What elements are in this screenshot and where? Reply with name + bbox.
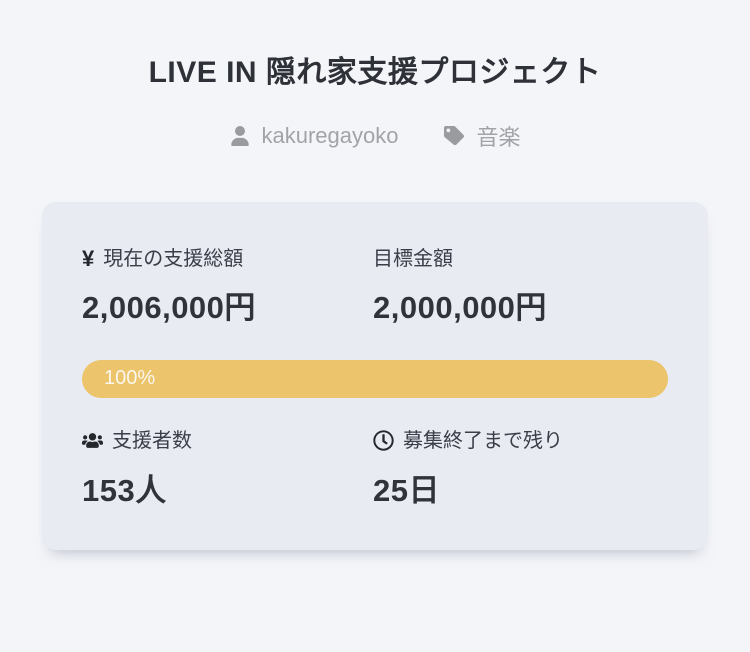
goal-amount-label-row: 目標金額 (373, 246, 668, 272)
supporters-stat: 支援者数 153人 (82, 428, 373, 512)
progress-percent-label: 100% (104, 367, 156, 389)
project-meta-row: kakuregayoko 音楽 (0, 120, 750, 152)
counts-row: 支援者数 153人 募集終了まで残り 25日 (82, 428, 668, 512)
users-icon (82, 433, 103, 448)
category-link[interactable]: 音楽 (444, 120, 521, 152)
amounts-row: ¥ 現在の支援総額 2,006,000円 目標金額 2,000,000円 (82, 246, 668, 329)
clock-icon (373, 430, 394, 451)
supporters-value: 153人 (82, 472, 167, 508)
goal-amount-value: 2,000,000円 (373, 289, 547, 325)
tag-icon (444, 125, 465, 145)
remaining-days-stat: 募集終了まで残り 25日 (373, 428, 668, 512)
user-icon (230, 125, 249, 146)
page-title: LIVE IN 隠れ家支援プロジェクト (148, 56, 602, 89)
author-name: kakuregayoko (261, 122, 399, 148)
author-link[interactable]: kakuregayoko (230, 122, 399, 149)
remaining-days-value: 25日 (373, 472, 440, 508)
supporters-label: 支援者数 (112, 429, 192, 452)
progress-bar-fill: 100% (82, 359, 668, 398)
category-name: 音楽 (476, 124, 521, 150)
progress-bar-track: 100% (82, 359, 668, 398)
remaining-days-label: 募集終了まで残り (403, 429, 563, 452)
yen-icon: ¥ (82, 245, 95, 271)
goal-amount-stat: 目標金額 2,000,000円 (373, 246, 668, 329)
supporters-label-row: 支援者数 (82, 428, 373, 454)
current-amount-label: 現在の支援総額 (103, 247, 244, 270)
goal-amount-label: 目標金額 (373, 247, 453, 270)
current-amount-value: 2,006,000円 (82, 289, 256, 325)
current-amount-label-row: ¥ 現在の支援総額 (82, 246, 373, 272)
current-amount-stat: ¥ 現在の支援総額 2,006,000円 (82, 246, 373, 329)
remaining-days-label-row: 募集終了まで残り (373, 428, 668, 454)
funding-stats-card: ¥ 現在の支援総額 2,006,000円 目標金額 2,000,000円 100… (42, 201, 708, 550)
